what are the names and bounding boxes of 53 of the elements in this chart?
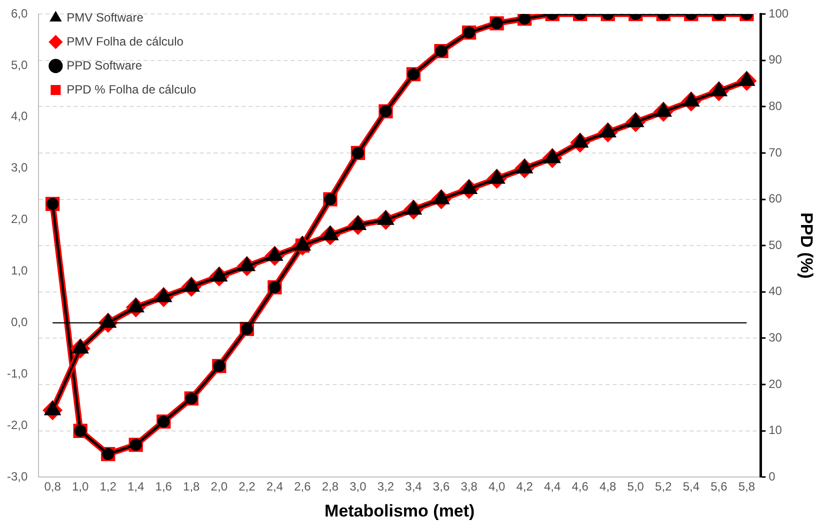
x-tick-label: 1,6 <box>155 480 172 494</box>
x-tick-label: 4,2 <box>516 480 534 494</box>
x-tick-label: 2,6 <box>294 480 312 494</box>
y2-tick-label: 10 <box>768 423 782 438</box>
y2-tick-label: 80 <box>768 98 782 113</box>
x-tick-label: 0,8 <box>44 480 62 494</box>
x-tick-label: 4,8 <box>600 480 617 494</box>
y-tick-label: 3,0 <box>10 160 28 175</box>
x-tick-label: 5,4 <box>682 480 700 494</box>
y-tick-label: 1,0 <box>10 264 28 278</box>
x-tick-label: 4,0 <box>488 480 506 494</box>
y-tick-label: 4,0 <box>10 109 28 124</box>
x-tick-label: 3,0 <box>350 480 367 494</box>
y-tick-label: -1,0 <box>6 366 28 381</box>
x-tick-label: 3,2 <box>377 480 394 494</box>
legend-label: PMV Software <box>66 10 144 24</box>
x-tick-label: 1,2 <box>100 480 117 494</box>
x-tick-label: 2,0 <box>210 480 228 494</box>
y2-tick-label: 20 <box>768 376 782 391</box>
y2-axis-title: PPD (%) <box>797 212 816 279</box>
x-tick-label: 5,6 <box>710 480 728 494</box>
y2-tick-label: 30 <box>768 330 782 345</box>
x-tick-label: 3,8 <box>460 480 478 494</box>
y2-tick-label: 100 <box>768 6 789 20</box>
y2-tick-label: 50 <box>768 238 782 252</box>
x-tick-label: 1,8 <box>183 480 200 494</box>
y-tick-label: 5,0 <box>10 58 28 72</box>
y-tick-label: 6,0 <box>10 6 28 20</box>
y-tick-label: 0,0 <box>10 315 28 330</box>
legend-label: PMV Folha de cálculo <box>66 34 184 48</box>
x-tick-label: 2,8 <box>322 480 339 494</box>
x-tick-label: 4,6 <box>572 480 589 494</box>
x-tick-label: 1,4 <box>128 480 145 494</box>
x-tick-label: 5,0 <box>627 480 644 494</box>
legend-label: PPD Software <box>66 58 142 72</box>
y2-tick-label: 40 <box>768 284 782 298</box>
x-tick-label: 3,4 <box>405 480 422 494</box>
x-tick-label: 2,4 <box>266 480 284 494</box>
x-axis-title: Metabolismo (met) <box>324 501 475 520</box>
y-tick-label: 2,0 <box>10 212 28 226</box>
y-tick-label: -2,0 <box>6 418 28 432</box>
y2-tick-label: 70 <box>768 145 782 160</box>
x-tick-label: 1,0 <box>72 480 89 494</box>
y-tick-label: -3,0 <box>6 470 28 484</box>
x-tick-label: 5,8 <box>738 480 756 494</box>
x-tick-label: 2,2 <box>238 480 256 494</box>
x-tick-label: 3,6 <box>432 480 450 494</box>
legend-label: PPD % Folha de cálculo <box>66 82 196 96</box>
x-tick-label: 5,2 <box>655 480 672 494</box>
y2-tick-label: 60 <box>768 192 782 206</box>
y2-tick-label: 90 <box>768 52 782 67</box>
x-tick-label: 4,4 <box>544 480 561 494</box>
y2-tick-label: 0 <box>768 470 776 484</box>
